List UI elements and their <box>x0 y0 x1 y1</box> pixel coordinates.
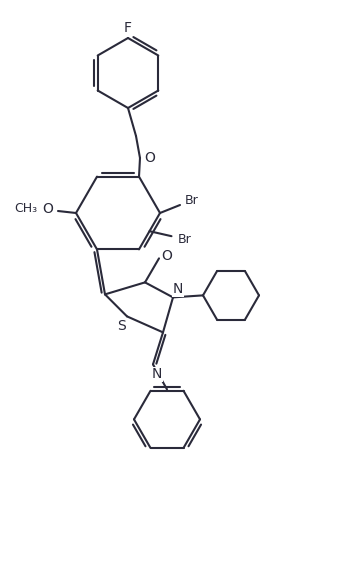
Text: O: O <box>144 151 155 165</box>
Text: Br: Br <box>185 194 199 208</box>
Text: O: O <box>162 249 172 263</box>
Text: CH₃: CH₃ <box>14 203 37 216</box>
Text: O: O <box>42 202 53 216</box>
Text: S: S <box>118 319 126 333</box>
Text: F: F <box>124 21 132 35</box>
Text: N: N <box>152 368 162 381</box>
Text: N: N <box>173 283 183 296</box>
Text: Br: Br <box>177 233 191 245</box>
